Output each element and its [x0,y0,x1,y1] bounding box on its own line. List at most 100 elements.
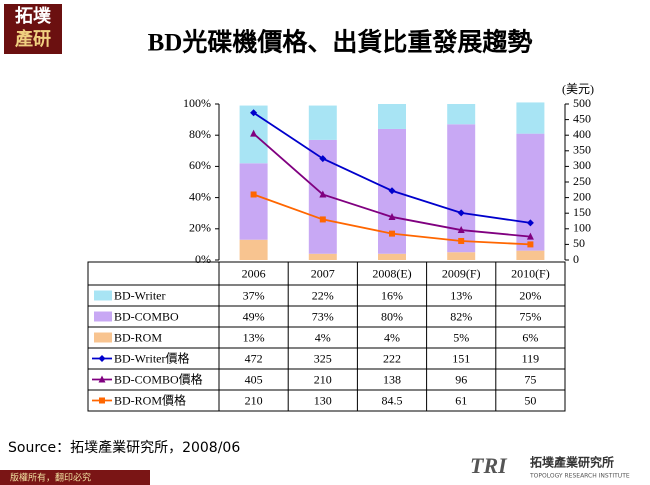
legend-swatch [94,332,112,343]
y2-tick-label: 100 [573,221,591,235]
bar-segment [308,253,337,260]
brand: TRI [470,453,508,478]
legend-label: BD-Writer [114,288,166,302]
y2-tick-label: 400 [573,127,591,141]
table-value: 49% [243,309,265,323]
y-tick-label: 60% [189,158,211,172]
table-value: 22% [312,288,334,302]
bar-segment [239,163,268,240]
x-tick-label: 2010(F) [511,266,550,280]
bar-segment [516,250,545,260]
table-value: 6% [522,330,538,344]
source: Source：拓墣產業研究所，2008/06 [8,439,240,456]
chart-title: BD光碟機價格、出貨比重發展趨勢 [148,28,533,57]
table-value: 130 [314,393,332,407]
table-value: 5% [453,330,469,344]
marker [457,209,465,217]
table-value: 13% [243,330,265,344]
table-value: 4% [315,330,331,344]
y-tick-label: 40% [189,189,211,203]
bar-segment [516,102,545,134]
y2-tick-label: 450 [573,111,591,125]
bar-segment [516,133,545,251]
table-value: 405 [245,372,263,386]
y-tick-label: 0% [195,252,211,266]
marker [389,230,395,237]
marker [526,232,534,240]
marker [388,187,396,195]
legend-label: BD-COMBO價格 [114,371,203,386]
logo-text: 拓墣 [15,5,51,27]
x-tick-label: 2009(F) [442,266,481,280]
x-tick-label: 2008(E) [372,266,411,280]
legend-label: BD-ROM [114,330,162,344]
table-value: 151 [452,351,470,365]
table-value: 96 [455,372,467,386]
table-value: 210 [245,393,263,407]
legend-swatch [94,290,112,301]
table-value: 210 [314,372,332,386]
marker [98,355,106,362]
bar-segment [447,104,476,125]
marker [99,397,105,404]
marker [250,191,257,198]
y2-tick-label: 200 [573,189,591,203]
marker [458,237,465,244]
legend-label: BD-COMBO [114,309,179,323]
table-value: 82% [450,309,472,323]
marker [98,375,106,383]
table-value: 75 [524,372,536,386]
marker [319,155,327,163]
y2-tick-label: 500 [573,96,591,110]
y2-tick-label: 0 [573,252,579,266]
table-value: 222 [383,351,401,365]
bar-segment [378,104,406,129]
y2-tick-label: 50 [573,236,585,250]
legend-label: BD-ROM價格 [114,392,186,407]
table-value: 75% [519,309,541,323]
table-value: 325 [314,351,332,365]
legend-swatch [94,311,112,322]
table-value: 50 [524,393,536,407]
marker [388,212,396,220]
x-tick-label: 2006 [242,266,266,280]
table-value: 37% [243,288,265,302]
marker [250,109,258,117]
marker [319,216,326,223]
y2-tick-label: 300 [573,158,591,172]
marker [250,129,258,137]
footer-bar [0,470,150,485]
y-tick-label: 20% [189,221,211,235]
marker [527,241,534,248]
y2-tick-label: 350 [573,143,591,157]
marker [457,226,465,234]
table-value: 61 [455,393,467,407]
table-value: 4% [384,330,400,344]
table-value: 13% [450,288,472,302]
bar-segment [308,105,337,140]
y2-axis-label: (美元) [562,82,594,96]
y2-tick-label: 250 [573,174,591,188]
marker [319,190,327,198]
y-tick-label: 100% [183,96,211,110]
table-value: 80% [381,309,403,323]
y-tick-label: 80% [189,127,211,141]
table-value: 84.5 [382,393,403,407]
table-value: 73% [312,309,334,323]
bar-segment [378,253,406,260]
marker [526,219,534,227]
table-value: 138 [383,372,401,386]
table-value: 119 [522,351,540,365]
table-value: 472 [245,351,263,365]
copyright: 版權所有，翻印必究 [10,472,91,484]
logo-text: 產研 [15,28,51,50]
logo-box [4,4,62,54]
x-tick-label: 2007 [311,266,335,280]
chart: 0%20%40%60%80%100%0501001502002503003504… [87,96,591,412]
brand-en: TOPOLOGY RESEARCH INSTITUTE [529,473,630,480]
bar-segment [239,239,268,260]
bar-segment [447,252,476,260]
brand-name: 拓墣產業研究所 [530,455,614,470]
